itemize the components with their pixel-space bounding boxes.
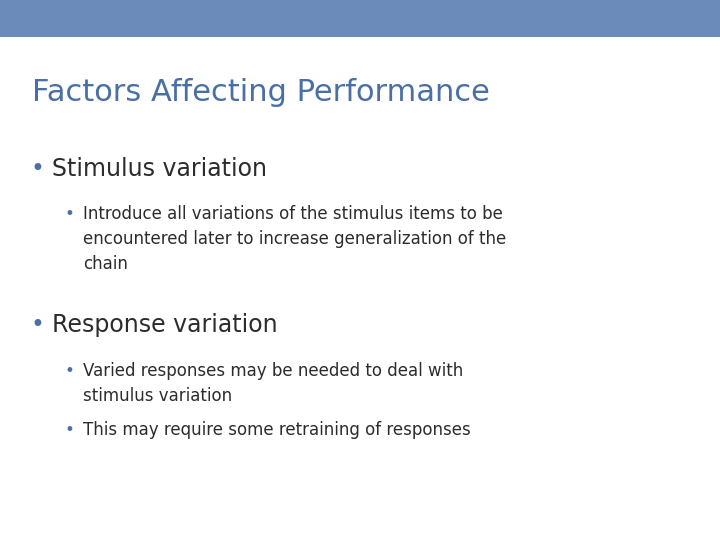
Text: •: • — [65, 421, 75, 439]
Text: •: • — [30, 157, 44, 180]
Text: Factors Affecting Performance: Factors Affecting Performance — [32, 78, 490, 107]
Text: This may require some retraining of responses: This may require some retraining of resp… — [83, 421, 471, 439]
Text: •: • — [65, 362, 75, 380]
Text: •: • — [30, 313, 44, 337]
FancyBboxPatch shape — [0, 0, 720, 37]
Text: Varied responses may be needed to deal with
stimulus variation: Varied responses may be needed to deal w… — [83, 362, 463, 405]
Text: Stimulus variation: Stimulus variation — [52, 157, 267, 180]
Text: Response variation: Response variation — [52, 313, 277, 337]
Text: •: • — [65, 205, 75, 223]
Text: Introduce all variations of the stimulus items to be
encountered later to increa: Introduce all variations of the stimulus… — [83, 205, 506, 273]
